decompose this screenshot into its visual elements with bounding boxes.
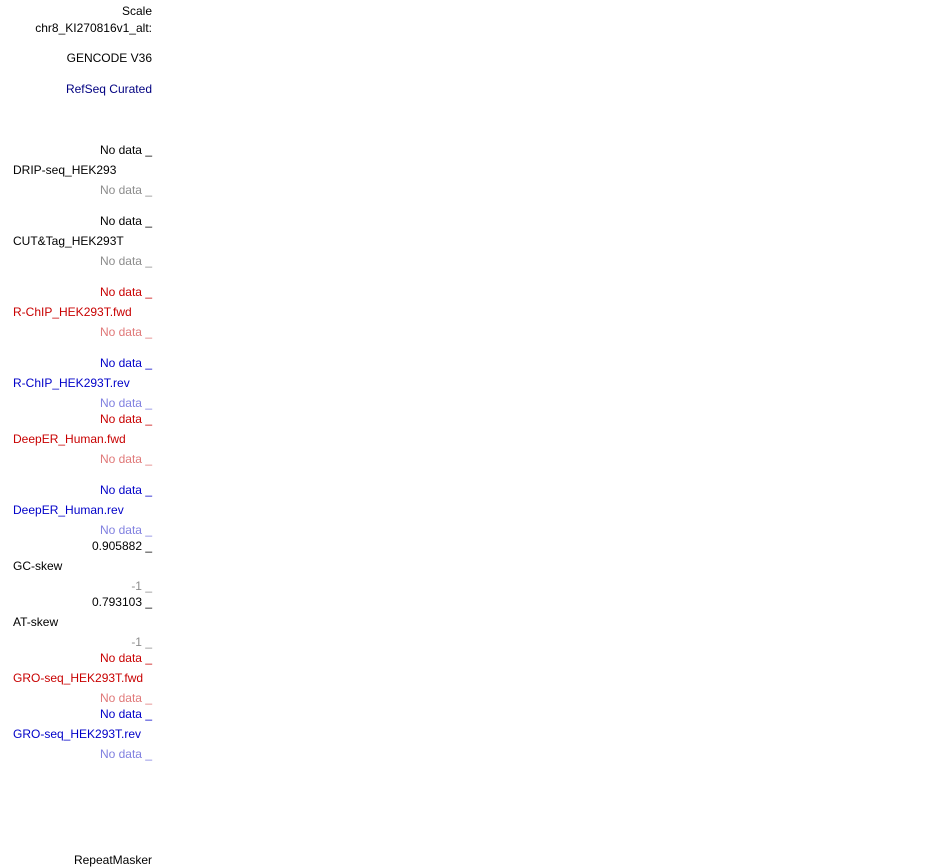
track-label-at-skew[interactable]: AT-skew	[13, 615, 59, 629]
track-label-cuttag[interactable]: CUT&Tag_HEK293T	[13, 234, 124, 248]
groseq-fwd-min-value: No data _	[99, 691, 152, 705]
track-label-gencode[interactable]: GENCODE V36	[66, 51, 152, 65]
groseq-rev-min-value: No data _	[99, 747, 152, 761]
chromosome-label[interactable]: chr8_KI270816v1_alt:	[35, 21, 152, 35]
gc-skew-max-value: 0.905882 _	[91, 539, 152, 553]
track-label-groseq-fwd[interactable]: GRO-seq_HEK293T.fwd	[13, 671, 144, 685]
at-skew-max-value: 0.793103 _	[91, 595, 152, 609]
groseq-fwd-max-value: No data _	[99, 651, 152, 665]
track-label-rchip-rev[interactable]: R-ChIP_HEK293T.rev	[13, 376, 130, 390]
groseq-rev-max-value: No data _	[99, 707, 152, 721]
track-label-deeper-fwd[interactable]: DeepER_Human.fwd	[13, 432, 126, 446]
rchip-fwd-min-value: No data _	[99, 325, 152, 339]
drip-min-value: No data _	[99, 183, 152, 197]
deeper-fwd-min-value: No data _	[99, 452, 152, 466]
rchip-fwd-max-value: No data _	[99, 285, 152, 299]
deeper-rev-min-value: No data _	[99, 523, 152, 537]
track-label-gc-skew[interactable]: GC-skew	[13, 559, 63, 573]
rchip-rev-min-value: No data _	[99, 396, 152, 410]
cuttag-max-value: No data _	[99, 214, 152, 228]
at-skew-min-value: -1 _	[131, 635, 152, 649]
track-data-area[interactable]	[160, 0, 950, 868]
rchip-rev-max-value: No data _	[99, 356, 152, 370]
track-label-repeatmasker[interactable]: RepeatMasker	[73, 853, 152, 867]
track-label-deeper-rev[interactable]: DeepER_Human.rev	[13, 503, 124, 517]
track-label-panel: Scale chr8_KI270816v1_alt: GENCODE V36 R…	[0, 0, 160, 868]
track-label-rchip-fwd[interactable]: R-ChIP_HEK293T.fwd	[13, 305, 132, 319]
deeper-rev-max-value: No data _	[99, 483, 152, 497]
gc-skew-min-value: -1 _	[131, 579, 152, 593]
scale-label[interactable]: Scale	[121, 4, 152, 18]
track-label-drip[interactable]: DRIP-seq_HEK293	[13, 163, 117, 177]
track-label-refseq[interactable]: RefSeq Curated	[65, 82, 152, 96]
drip-max-value: No data _	[99, 143, 152, 157]
track-label-groseq-rev[interactable]: GRO-seq_HEK293T.rev	[13, 727, 142, 741]
deeper-fwd-max-value: No data _	[99, 412, 152, 426]
cuttag-min-value: No data _	[99, 254, 152, 268]
